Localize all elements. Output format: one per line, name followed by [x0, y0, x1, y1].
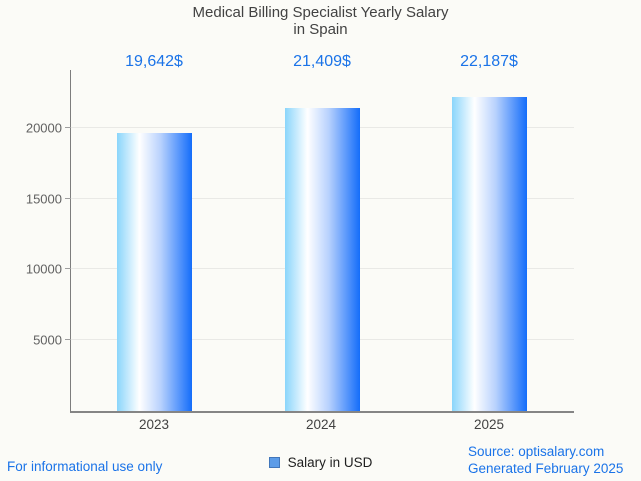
y-tick-label-5000: 5000	[33, 332, 62, 348]
legend-label: Salary in USD	[287, 455, 373, 470]
y-tickmark	[65, 197, 71, 199]
disclaimer-text: For informational use only	[7, 459, 163, 474]
bar-value-label-2024: 21,409$	[293, 53, 351, 70]
x-tick-label-2024: 2024	[305, 417, 337, 432]
x-tick-label-2025: 2025	[473, 417, 505, 432]
bar-value-label-2023: 19,642$	[125, 53, 183, 70]
y-tickmark	[65, 126, 71, 128]
source-link[interactable]: Source: optisalary.com	[468, 444, 605, 459]
y-tickmark	[65, 339, 71, 341]
chart-title-line1: Medical Billing Specialist Yearly Salary	[192, 4, 449, 21]
chart-title: Medical Billing Specialist Yearly Salary…	[0, 4, 641, 38]
y-tickmark	[65, 268, 71, 270]
legend: Salary in USD	[0, 455, 641, 470]
y-tick-label-10000: 10000	[25, 261, 62, 277]
bar-value-label-2025: 22,187$	[460, 53, 518, 70]
generated-date: Generated February 2025	[468, 460, 624, 476]
y-tick-label-20000: 20000	[25, 120, 62, 136]
bar-2024[interactable]	[285, 108, 360, 411]
legend-swatch-icon	[268, 457, 280, 468]
plot-area	[65, 70, 574, 413]
bar-2025[interactable]	[452, 97, 527, 411]
bar-2023[interactable]	[117, 133, 192, 411]
y-axis-labels: 5000 10000 15000 20000	[0, 70, 62, 411]
chart-title-line2: in Spain	[293, 21, 348, 38]
x-tick-label-2023: 2023	[138, 417, 170, 432]
source-block: Source: optisalary.com Generated Februar…	[468, 444, 623, 477]
y-tick-label-15000: 15000	[25, 191, 62, 207]
